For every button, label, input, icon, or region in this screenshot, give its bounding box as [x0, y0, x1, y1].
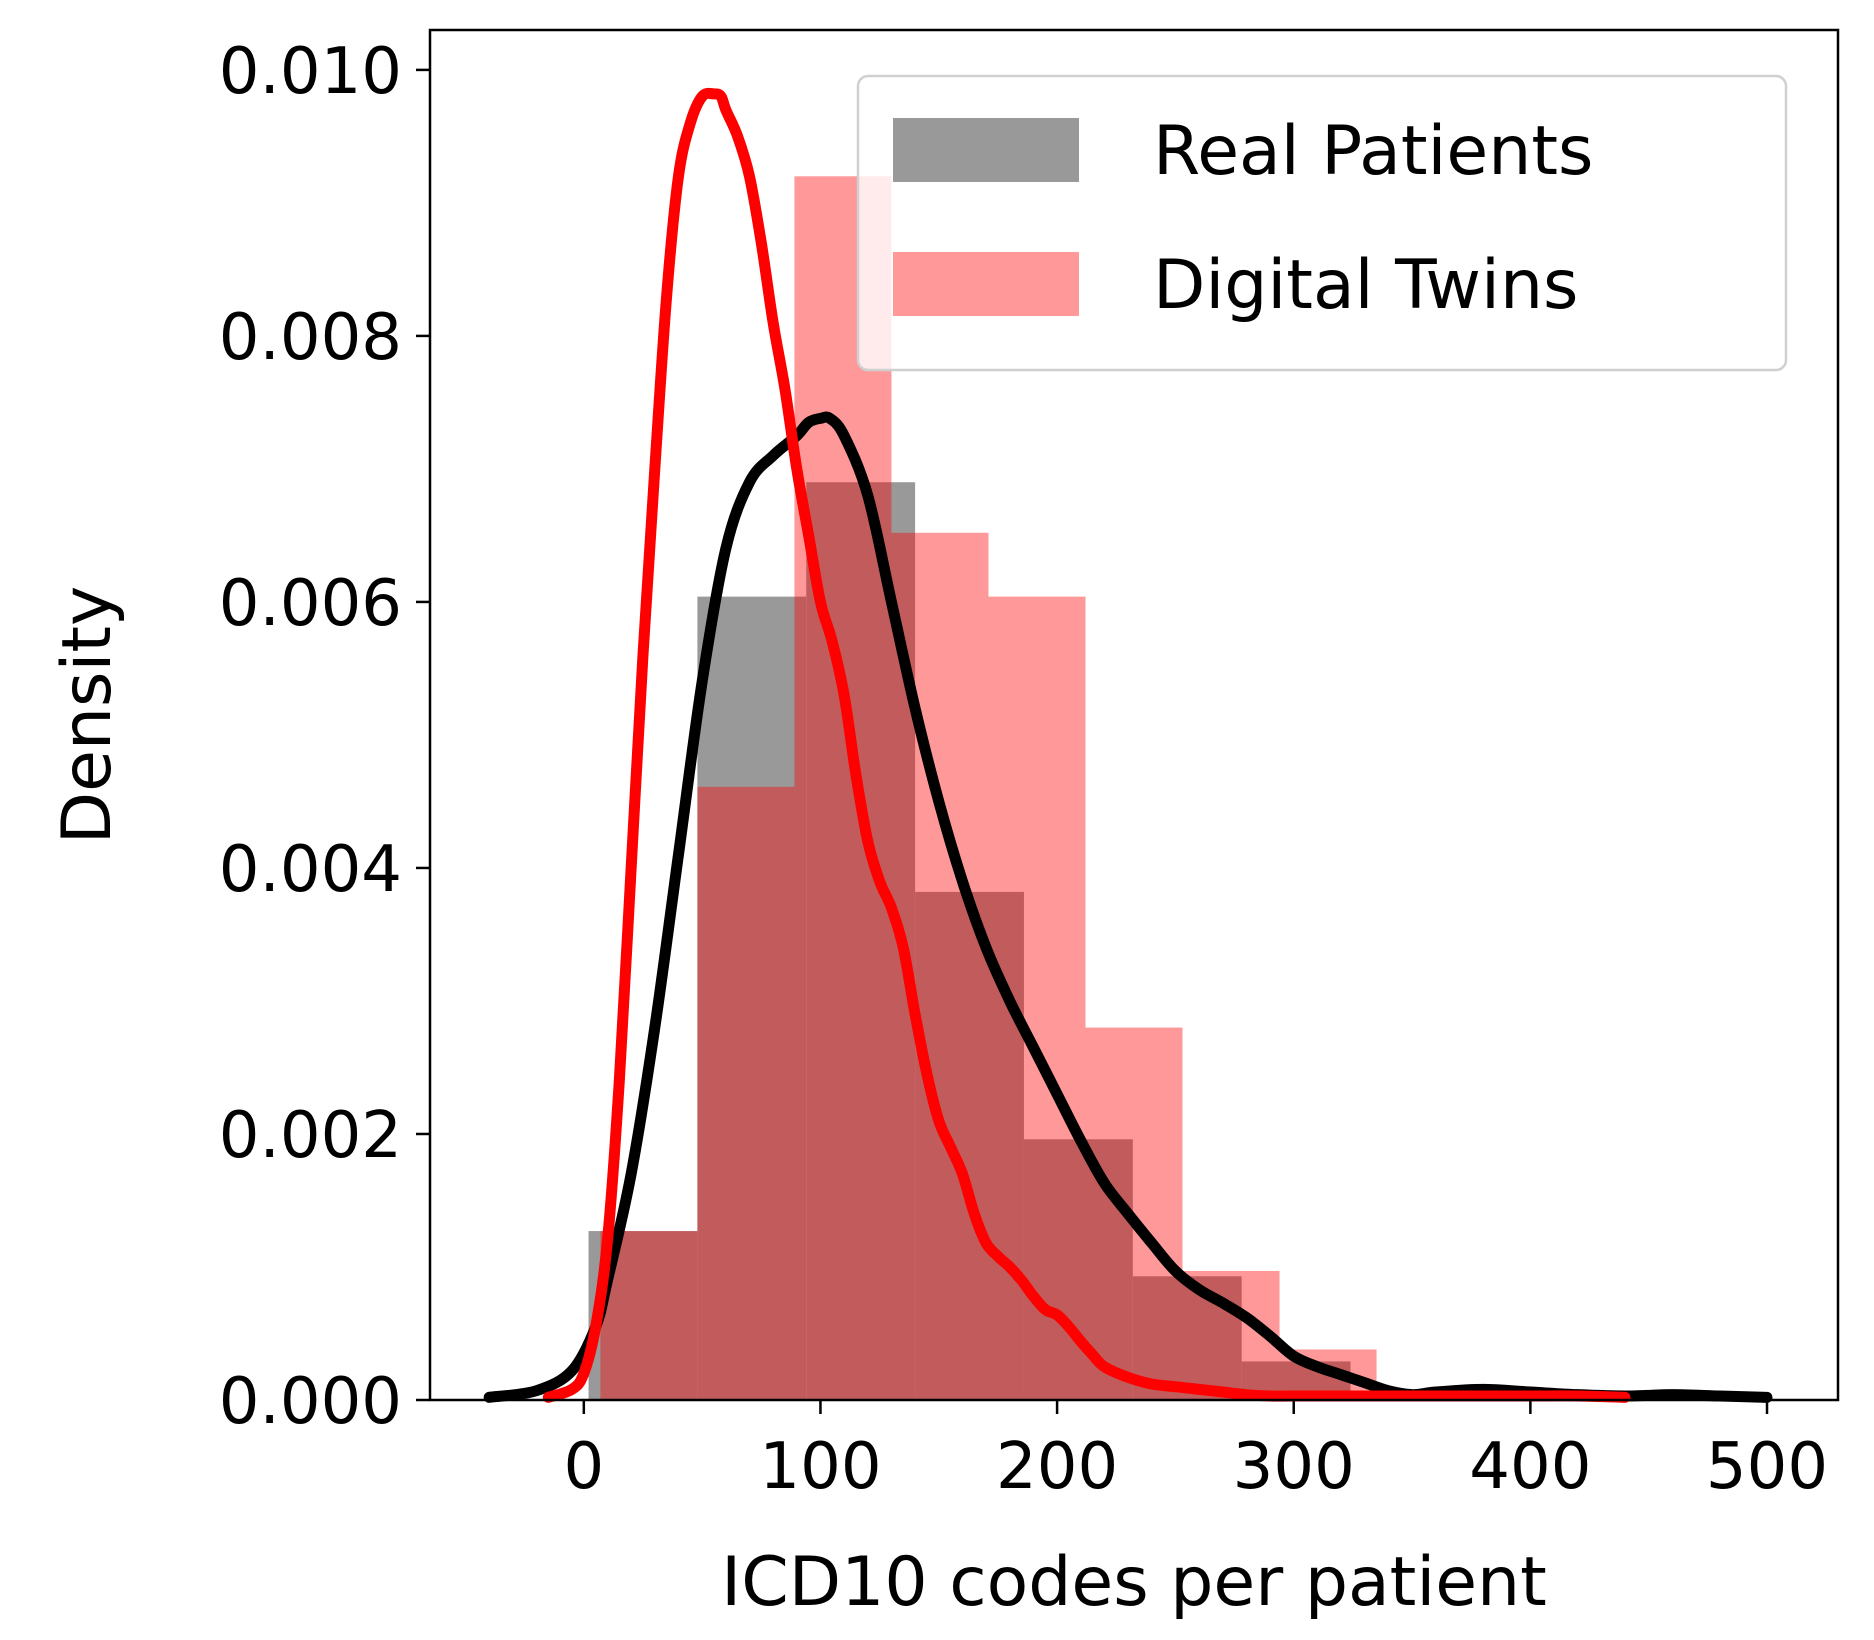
legend-frame	[856, 74, 1788, 372]
legend-swatch-real-patients	[893, 118, 1079, 182]
legend-label-digital-twins: Digital Twins	[1153, 246, 1578, 325]
histogram-bar	[697, 786, 795, 1400]
histogram-bar	[697, 596, 807, 1400]
plot-frame	[428, 28, 1840, 1402]
digital-twins-kde-line	[542, 87, 1631, 1403]
x-tick-label: 500	[1706, 1430, 1828, 1504]
x-axis-label: ICD10 codes per patient	[721, 1543, 1547, 1622]
x-axis-ticks: 0 100 200 300 400 500	[563, 1400, 1828, 1504]
y-tick-label: 0.006	[219, 567, 402, 641]
histogram-bar	[1023, 1139, 1133, 1400]
x-tick-label: 0	[563, 1430, 604, 1504]
legend-swatch-digital-twins	[893, 252, 1079, 316]
y-tick-label: 0.004	[219, 833, 402, 907]
x-tick-label: 100	[759, 1430, 881, 1504]
y-axis-ticks: 0.000 0.002 0.004 0.006 0.008 0.010	[219, 35, 430, 1439]
histogram-bar	[915, 891, 1024, 1400]
x-tick-label: 400	[1469, 1430, 1591, 1504]
x-tick-label: 200	[996, 1430, 1118, 1504]
x-tick-label: 300	[1233, 1430, 1355, 1504]
histogram-bar	[794, 176, 892, 1401]
y-tick-label: 0.000	[219, 1365, 402, 1439]
legend-label-real-patients: Real Patients	[1153, 112, 1593, 191]
y-tick-label: 0.010	[219, 35, 402, 109]
y-tick-label: 0.002	[219, 1099, 402, 1173]
y-tick-label: 0.008	[219, 301, 402, 375]
y-axis-label: Density	[48, 586, 127, 845]
legend: Real Patients Digital Twins	[856, 74, 1788, 372]
